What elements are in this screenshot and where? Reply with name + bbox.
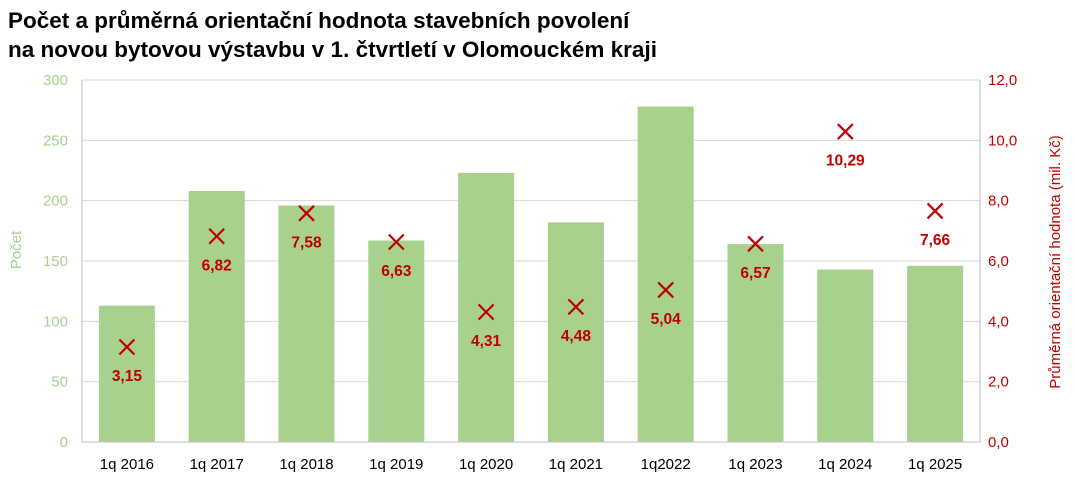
bar [368,240,425,442]
left-tick-label: 300 [43,72,68,89]
bar [907,265,964,442]
x-marker [567,298,585,316]
x-axis-ticks: 1q 2016 1q 2017 1q 2018 1q 2019 1q 2020 1q 20… [100,456,962,473]
left-tick-label: 100 [43,313,68,330]
x-marker [747,235,764,253]
left-tick-label: 150 [43,253,68,270]
x-tick-label: 1q 2025 [908,456,962,473]
x-tick-label: 1q 2023 [728,456,782,473]
left-tick-label: 50 [51,374,68,391]
x-tick-label: 1q 2019 [369,456,423,473]
x-marker-stroke [298,205,315,222]
x-marker-stroke [208,227,225,245]
x-marker-stroke [837,123,854,140]
x-tick-label: 1q2022 [641,456,691,473]
right-axis-ticks: 0,0 2,0 4,0 6,0 8,0 10,0 12,0 [988,72,1017,451]
right-tick-label: 0,0 [988,434,1009,451]
x-marker-stroke [747,235,764,253]
data-label: 6,57 [740,265,770,282]
data-label: 7,58 [291,234,322,251]
data-label: 6,82 [202,257,232,274]
bar [188,191,245,442]
chart-title: Počet a průměrná orientační hodnota stav… [8,6,1008,64]
axes [81,80,981,443]
bar [278,205,335,442]
x-tick-label: 1q 2016 [100,456,154,473]
x-tick-label: 1q 2021 [549,456,603,473]
data-labels: 3,15 6,82 7,58 6,63 4,31 4,48 5,04 6,57 10,29 7,6… [112,153,951,385]
right-tick-label: 10,0 [988,132,1017,149]
x-marker-stroke [388,233,405,251]
bar [727,244,784,442]
right-tick-label: 6,0 [988,253,1009,270]
right-axis-title: Průměrná orientační hodnota (mil. Kč) [1047,135,1064,388]
bar [458,172,515,442]
x-tick-label: 1q 2018 [279,456,333,473]
x-marker [477,303,495,321]
data-label: 7,66 [920,232,951,249]
bar-series [98,106,964,443]
x-marker [837,123,854,140]
x-tick-label: 1q 2020 [459,456,513,473]
left-tick-label: 0 [60,434,68,451]
bar [817,269,874,442]
right-tick-label: 4,0 [988,313,1009,330]
x-marker-stroke [657,281,674,299]
x-marker [388,233,405,251]
chart-title-line-2: na novou bytovou výstavbu v 1. čtvrtletí… [8,37,657,62]
data-label: 5,04 [651,311,682,328]
right-tick-label: 12,0 [988,72,1017,89]
x-tick-label: 1q 2017 [190,456,244,473]
left-axis-ticks: 0 50 100 150 200 250 300 [43,72,68,451]
right-tick-label: 2,0 [988,374,1009,391]
x-marker [926,202,944,220]
data-label: 10,29 [826,153,865,170]
left-tick-label: 200 [43,193,68,210]
chart-title-line-1: Počet a průměrná orientační hodnota stav… [8,8,630,33]
data-label: 3,15 [112,368,143,385]
x-marker [657,281,674,299]
bar [637,106,694,443]
marker-series [118,123,944,356]
x-marker [298,205,315,222]
x-marker-stroke [477,303,495,321]
x-marker-stroke [926,202,944,220]
left-tick-label: 250 [43,132,68,149]
x-tick-label: 1q 2024 [818,456,872,473]
left-axis-title: Počet [8,230,25,269]
right-tick-label: 8,0 [988,193,1009,210]
x-marker [208,227,225,245]
bar [98,305,155,442]
x-marker [118,338,136,356]
x-marker-stroke [118,338,136,356]
data-label: 4,48 [561,328,592,345]
data-label: 4,31 [471,333,502,350]
bar [547,222,604,442]
data-label: 6,63 [381,263,412,280]
x-marker-stroke [567,298,585,316]
